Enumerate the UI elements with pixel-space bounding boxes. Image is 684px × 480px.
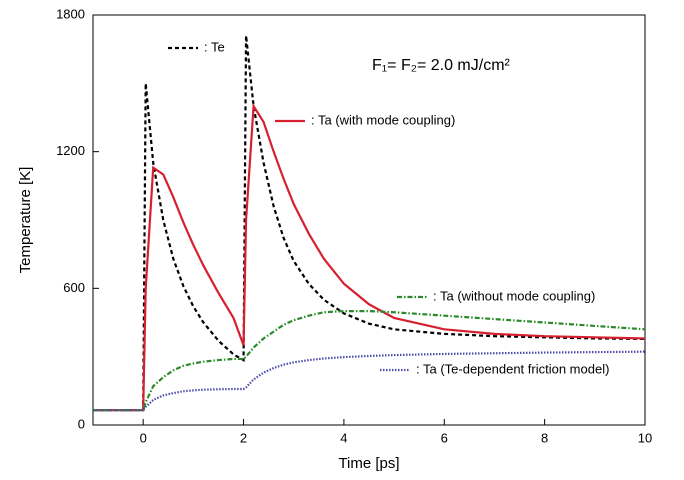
y-tick-label: 1200 — [56, 143, 85, 158]
series-line — [93, 102, 646, 412]
plot-frame — [92, 14, 646, 426]
y-tick-label: 600 — [63, 280, 85, 295]
series-line — [93, 310, 646, 412]
series-line — [93, 35, 646, 412]
legend-label: : Ta (with mode coupling) — [311, 112, 455, 127]
annotation: F₁= F₂= 2.0 mJ/cm² — [372, 57, 511, 74]
y-axis-label: Temperature [K] — [17, 167, 34, 274]
x-tick-label: 10 — [638, 430, 652, 445]
legend-label: : Ta (without mode coupling) — [433, 288, 595, 303]
x-tick-label: 2 — [240, 430, 247, 445]
series-line — [93, 350, 646, 412]
x-tick-label: 8 — [541, 430, 548, 445]
x-axis-label: Time [ps] — [338, 455, 399, 472]
y-tick-label: 0 — [78, 416, 85, 431]
x-tick-label: 4 — [340, 430, 347, 445]
legend-label: : Ta (Te-dependent friction model) — [416, 361, 609, 376]
x-tick-label: 6 — [441, 430, 448, 445]
x-tick-label: 0 — [140, 430, 147, 445]
legend-label: : Te — [204, 39, 225, 54]
y-tick-label: 1800 — [56, 6, 85, 21]
